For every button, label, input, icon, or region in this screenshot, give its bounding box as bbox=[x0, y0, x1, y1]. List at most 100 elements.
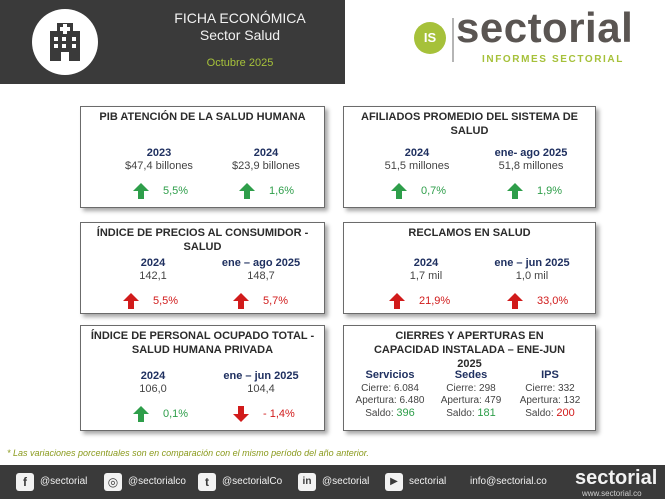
col-value: 142,1 bbox=[139, 270, 167, 282]
arrow-down-icon bbox=[233, 406, 249, 422]
instagram-icon: ◎ bbox=[104, 473, 122, 491]
footer: f @sectorial ◎ @sectorialco t @sectorial… bbox=[0, 465, 665, 499]
variation-value: 5,5% bbox=[163, 185, 189, 197]
col-value: 106,0 bbox=[139, 383, 167, 395]
variation-value: 33,0% bbox=[537, 295, 569, 307]
page-title-line1: FICHA ECONÓMICA bbox=[174, 10, 306, 26]
col-head: Servicios bbox=[365, 369, 415, 381]
col-head: 2024 bbox=[253, 147, 279, 159]
variation: 5,5% bbox=[133, 183, 233, 201]
saldo-label: Saldo: bbox=[365, 408, 394, 419]
col-head: 2024 bbox=[404, 147, 430, 159]
social-label: @sectorialCo bbox=[222, 476, 283, 487]
variation: 1,9% bbox=[507, 183, 607, 201]
col-head: ene – jun 2025 bbox=[223, 370, 299, 382]
col-servicios: Servicios Cierre: 6.084 Apertura: 6.480 … bbox=[342, 368, 438, 420]
col-head: IPS bbox=[541, 369, 559, 381]
saldo-value: 181 bbox=[477, 407, 496, 419]
logo-badge: IS bbox=[414, 22, 446, 54]
variation-value: 0,7% bbox=[421, 185, 447, 197]
col-2025: ene – jun 2025 104,4 bbox=[201, 370, 321, 396]
saldo-value: 200 bbox=[556, 407, 575, 419]
col-2024: 2024 1,7 mil bbox=[366, 257, 486, 283]
col-value: $47,4 billones bbox=[125, 160, 193, 172]
footer-url: www.sectorial.co bbox=[582, 489, 642, 498]
cierre-value: Cierre: 298 bbox=[446, 383, 496, 394]
variation: 5,5% bbox=[123, 293, 223, 311]
report-date: Octubre 2025 bbox=[206, 57, 274, 69]
col-2024: 2024 51,5 millones bbox=[357, 147, 477, 173]
arrow-up-icon bbox=[507, 293, 523, 309]
arrow-up-icon bbox=[507, 183, 523, 199]
variation: 21,9% bbox=[389, 293, 489, 311]
col-head: 2023 bbox=[146, 147, 172, 159]
col-head: 2024 bbox=[413, 257, 439, 269]
arrow-up-icon bbox=[389, 293, 405, 309]
arrow-up-icon bbox=[391, 183, 407, 199]
arrow-up-icon bbox=[123, 293, 139, 309]
col-head: ene- ago 2025 bbox=[494, 147, 568, 159]
card-title: ÍNDICE DE PERSONAL OCUPADO TOTAL - SALUD… bbox=[90, 330, 315, 356]
card-afiliados: AFILIADOS PROMEDIO DEL SISTEMA DE SALUD … bbox=[343, 106, 596, 208]
page-title-line2: Sector Salud bbox=[199, 27, 281, 43]
facebook-icon: f bbox=[16, 473, 34, 491]
card-ipc: ÍNDICE DE PRECIOS AL CONSUMIDOR - SALUD … bbox=[80, 222, 325, 314]
card-title: AFILIADOS PROMEDIO DEL SISTEMA DE SALUD bbox=[361, 111, 578, 137]
col-2024: 2024 142,1 bbox=[93, 257, 213, 283]
card-cierres: CIERRES Y APERTURAS EN CAPACIDAD INSTALA… bbox=[343, 325, 596, 431]
social-label: @sectorial bbox=[322, 476, 370, 487]
col-value: 148,7 bbox=[247, 270, 275, 282]
apertura-value: Apertura: 132 bbox=[519, 395, 581, 406]
card-pib: PIB ATENCIÓN DE LA SALUD HUMANA 2023 $47… bbox=[80, 106, 325, 208]
social-label: sectorial bbox=[409, 476, 447, 487]
col-2025: ene – ago 2025 148,7 bbox=[201, 257, 321, 283]
variation: - 1,4% bbox=[233, 406, 333, 424]
variation: 5,7% bbox=[233, 293, 333, 311]
col-2025: ene – jun 2025 1,0 mil bbox=[472, 257, 592, 283]
variation-value: 1,6% bbox=[269, 185, 295, 197]
col-ips: IPS Cierre: 332 Apertura: 132 Saldo: 200 bbox=[502, 368, 598, 420]
card-title: CIERRES Y APERTURAS EN CAPACIDAD INSTALA… bbox=[373, 330, 566, 370]
col-head: 2024 bbox=[140, 370, 166, 382]
twitter-icon: t bbox=[198, 473, 216, 491]
social-twitter[interactable]: t @sectorialCo bbox=[198, 473, 293, 491]
col-2023: 2023 $47,4 billones bbox=[99, 147, 219, 173]
arrow-up-icon bbox=[233, 293, 249, 309]
saldo-row: Saldo: 181 bbox=[423, 407, 519, 420]
col-2024: 2024 $23,9 billones bbox=[206, 147, 326, 173]
logo-subtitle: INFORMES SECTORIAL bbox=[482, 54, 624, 65]
variation-value: 5,5% bbox=[153, 295, 179, 307]
saldo-label: Saldo: bbox=[446, 408, 475, 419]
col-value: $23,9 billones bbox=[232, 160, 300, 172]
variation: 0,1% bbox=[133, 406, 233, 424]
email-label: info@sectorial.co bbox=[470, 476, 547, 487]
variation-value: 0,1% bbox=[163, 408, 189, 420]
card-title: ÍNDICE DE PRECIOS AL CONSUMIDOR - SALUD bbox=[96, 227, 309, 253]
footer-logo: sectorial bbox=[575, 467, 658, 489]
social-instagram[interactable]: ◎ @sectorialco bbox=[104, 473, 194, 491]
arrow-up-icon bbox=[239, 183, 255, 199]
social-youtube[interactable]: ▶ sectorial bbox=[385, 473, 460, 491]
variation: 1,6% bbox=[239, 183, 339, 201]
cierre-value: Cierre: 332 bbox=[525, 383, 575, 394]
logo-divider bbox=[452, 18, 454, 62]
col-head: Sedes bbox=[454, 369, 488, 381]
linkedin-icon: in bbox=[298, 473, 316, 491]
variation: 33,0% bbox=[507, 293, 607, 311]
variation: 0,7% bbox=[391, 183, 491, 201]
email-link[interactable]: info@sectorial.co bbox=[470, 473, 560, 491]
social-facebook[interactable]: f @sectorial bbox=[16, 473, 96, 491]
apertura-value: Apertura: 479 bbox=[440, 395, 502, 406]
col-head: 2024 bbox=[140, 257, 166, 269]
page-title: FICHA ECONÓMICA Sector Salud bbox=[140, 10, 340, 44]
col-value: 104,4 bbox=[247, 383, 275, 395]
social-label: @sectorialco bbox=[128, 476, 186, 487]
logo-wordmark: sectorial bbox=[456, 4, 634, 51]
social-label: @sectorial bbox=[40, 476, 88, 487]
card-personal: ÍNDICE DE PERSONAL OCUPADO TOTAL - SALUD… bbox=[80, 325, 325, 431]
col-value: 51,8 millones bbox=[498, 160, 564, 172]
social-linkedin[interactable]: in @sectorial bbox=[298, 473, 383, 491]
col-head: ene – ago 2025 bbox=[221, 257, 301, 269]
col-head: ene – jun 2025 bbox=[494, 257, 570, 269]
hospital-icon bbox=[32, 9, 98, 75]
